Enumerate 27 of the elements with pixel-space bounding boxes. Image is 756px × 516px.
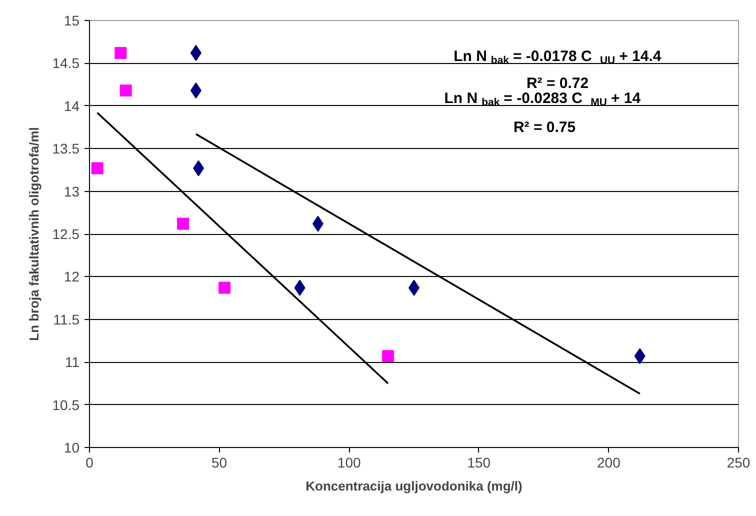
point	[114, 46, 127, 59]
y-tick-label: 11.5	[53, 311, 80, 328]
point	[176, 218, 189, 230]
y-tick-label: 13.5	[52, 140, 80, 157]
x-tick-label: 200	[597, 454, 621, 470]
point	[218, 282, 230, 294]
y-tick-label: 13	[64, 183, 80, 200]
y-tick-label: 12.5	[52, 226, 80, 242]
y-axis-title: Ln broja fakultativnih oligotrofa/ml	[26, 127, 42, 341]
point	[91, 162, 104, 174]
y-tick-label: 12	[64, 268, 80, 285]
x-tick-label: 100	[337, 454, 361, 470]
point	[382, 350, 394, 362]
x-tick-label: 50	[212, 454, 228, 470]
y-tick-label: 10	[64, 440, 80, 456]
y-tick-label: 14	[64, 98, 80, 114]
annotation: R² = 0.75	[513, 119, 576, 136]
y-tick-label: 14.5	[52, 55, 80, 72]
y-tick-label: 10.5	[52, 396, 80, 413]
x-tick-label: 250	[726, 454, 750, 470]
x-axis-title: Koncentracija ugljovodonika (mg/l)	[306, 478, 522, 494]
y-tick-label: 15	[64, 12, 80, 28]
x-tick-label: 0	[86, 454, 94, 470]
point	[120, 84, 132, 97]
annotation: R² = 0.72	[526, 75, 589, 92]
x-tick-label: 150	[467, 454, 491, 470]
y-tick-label: 11	[64, 354, 80, 370]
